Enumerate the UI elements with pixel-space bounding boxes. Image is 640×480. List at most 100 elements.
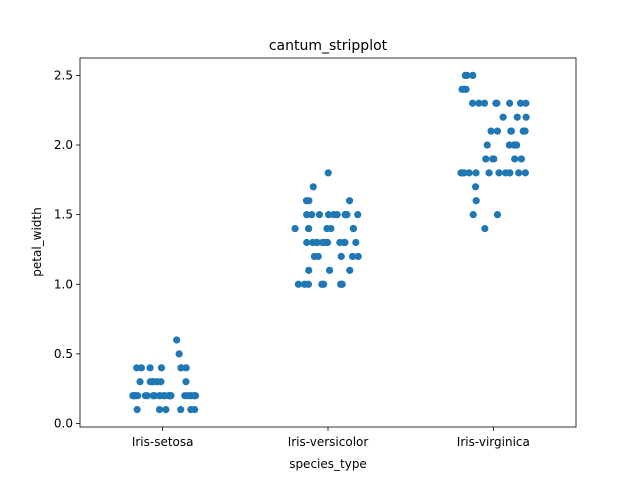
data-point [472, 197, 480, 205]
data-point [308, 211, 316, 219]
data-point [325, 266, 334, 274]
data-point [475, 99, 483, 107]
data-point [305, 197, 313, 205]
data-point [482, 155, 490, 163]
data-point [182, 378, 190, 386]
data-point [462, 85, 470, 93]
data-point [472, 169, 480, 177]
data-point [341, 238, 349, 247]
chart-title: cantum_stripplot [269, 38, 388, 54]
data-point [191, 392, 200, 400]
data-point [352, 238, 360, 247]
data-point [133, 364, 141, 372]
data-point [183, 392, 192, 400]
data-point [182, 364, 190, 372]
data-point [173, 336, 181, 344]
data-point [483, 141, 491, 149]
data-point [159, 392, 168, 400]
data-point [320, 238, 328, 247]
data-point [315, 211, 324, 219]
data-point [460, 169, 468, 177]
data-point [291, 224, 299, 233]
data-point [515, 169, 523, 177]
data-point [325, 211, 333, 219]
data-point [177, 405, 185, 414]
y-tick-label: 2.0 [54, 138, 73, 152]
data-point [492, 99, 500, 107]
x-tick-label: Iris-virginica [457, 435, 530, 449]
data-point [146, 364, 154, 372]
data-point [337, 252, 345, 261]
data-point [136, 378, 144, 386]
x-tick-label: Iris-versicolor [288, 435, 369, 449]
data-point [157, 364, 166, 372]
data-point [495, 169, 503, 177]
data-point [521, 169, 530, 177]
data-point [318, 280, 326, 288]
data-point [146, 378, 154, 386]
y-axis-label: petal_width [30, 207, 44, 276]
data-point [469, 211, 477, 219]
data-point [346, 266, 354, 274]
y-tick-label: 1.0 [54, 277, 73, 291]
data-point [469, 71, 477, 80]
data-point [499, 113, 507, 121]
data-point [461, 71, 469, 80]
x-axis-label: species_type [289, 457, 367, 471]
data-point [324, 169, 332, 177]
data-point [294, 280, 302, 288]
data-point [162, 405, 170, 414]
data-point [513, 113, 521, 121]
data-point [303, 211, 311, 219]
data-point [481, 224, 489, 233]
y-tick-label: 0.5 [54, 347, 73, 361]
data-point [333, 211, 341, 219]
data-point [516, 99, 525, 107]
data-point [485, 169, 493, 177]
data-point [155, 405, 164, 414]
y-tick-label: 2.5 [54, 68, 73, 82]
data-point [133, 405, 141, 414]
data-point [313, 238, 321, 247]
data-point [305, 266, 313, 274]
data-point [511, 155, 519, 163]
data-point [521, 127, 529, 135]
data-point [480, 99, 489, 107]
data-point [348, 252, 357, 261]
data-point [493, 127, 502, 135]
data-point [327, 224, 335, 233]
data-point [131, 392, 139, 400]
data-point [354, 211, 362, 219]
data-point [187, 405, 195, 414]
data-point [157, 378, 165, 386]
data-point [349, 224, 358, 233]
data-point [354, 252, 362, 261]
x-axis: Iris-setosa Iris-versicolor Iris-virginica [132, 427, 530, 449]
data-point [304, 280, 313, 288]
data-point [175, 350, 183, 358]
data-point [309, 183, 317, 191]
data-point [490, 155, 498, 163]
y-axis: 0.0 0.5 1.0 1.5 2.0 2.5 [54, 68, 80, 431]
data-point [143, 392, 151, 400]
data-point [304, 224, 313, 233]
y-tick-label: 0.0 [54, 417, 73, 431]
data-point [507, 127, 515, 135]
data-point [468, 99, 477, 107]
data-point [506, 99, 514, 107]
data-point [338, 280, 346, 288]
data-point [177, 364, 185, 372]
data-point [493, 211, 502, 219]
data-point [522, 99, 530, 107]
data-point [345, 197, 354, 205]
x-tick-label: Iris-setosa [132, 435, 194, 449]
data-point [314, 252, 322, 261]
points-layer [129, 71, 530, 414]
data-point [502, 169, 510, 177]
data-point [511, 141, 520, 149]
data-point [341, 211, 349, 219]
data-point [167, 392, 175, 400]
y-tick-label: 1.5 [54, 208, 73, 222]
data-point [303, 238, 311, 247]
